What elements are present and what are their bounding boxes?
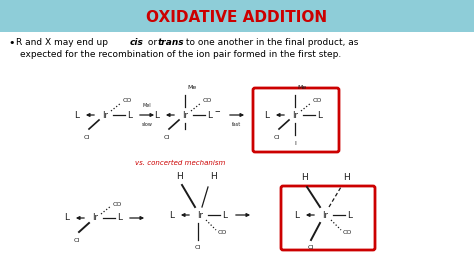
- Text: Cl: Cl: [74, 238, 80, 243]
- Text: L: L: [155, 110, 159, 119]
- Text: L: L: [294, 210, 300, 219]
- Text: or: or: [145, 38, 160, 47]
- Bar: [0, 0, 474, 32]
- Text: cis: cis: [130, 38, 144, 47]
- Text: L: L: [118, 214, 122, 222]
- Text: L: L: [208, 110, 212, 119]
- Text: H: H: [301, 173, 309, 182]
- Text: trans: trans: [158, 38, 185, 47]
- Text: CO: CO: [123, 98, 132, 102]
- Text: •: •: [8, 38, 15, 48]
- Text: L: L: [318, 110, 322, 119]
- Text: L: L: [64, 214, 70, 222]
- Text: L: L: [264, 110, 270, 119]
- Text: Cl: Cl: [308, 245, 314, 250]
- Text: Cl: Cl: [84, 135, 90, 140]
- Text: Cl: Cl: [164, 135, 170, 140]
- Text: Cl: Cl: [274, 135, 280, 140]
- Text: Ir: Ir: [197, 210, 203, 219]
- Text: L: L: [170, 210, 174, 219]
- Text: L: L: [128, 110, 133, 119]
- Text: H: H: [210, 172, 217, 181]
- Text: MeI: MeI: [143, 103, 151, 108]
- Text: CO: CO: [218, 231, 228, 235]
- Text: Me: Me: [187, 85, 196, 90]
- Text: OXIDATIVE ADDITION: OXIDATIVE ADDITION: [146, 10, 328, 24]
- Text: Ir: Ir: [182, 110, 188, 119]
- Text: Ir: Ir: [292, 110, 298, 119]
- Text: H: H: [177, 172, 183, 181]
- Text: H: H: [343, 173, 350, 182]
- Text: Me: Me: [297, 85, 306, 90]
- Text: L: L: [347, 210, 353, 219]
- Text: Cl: Cl: [195, 245, 201, 250]
- Text: L: L: [222, 210, 228, 219]
- Text: slow: slow: [142, 122, 153, 127]
- Text: Ir: Ir: [102, 110, 108, 119]
- Text: CO: CO: [113, 202, 122, 206]
- Text: expected for the recombination of the ion pair formed in the first step.: expected for the recombination of the io…: [20, 50, 341, 59]
- Text: I: I: [294, 141, 296, 146]
- Text: Ir: Ir: [322, 210, 328, 219]
- Text: CO: CO: [313, 98, 322, 102]
- Text: L: L: [74, 110, 80, 119]
- Text: CO: CO: [343, 231, 352, 235]
- Text: fast: fast: [232, 122, 242, 127]
- Text: vs. concerted mechanism: vs. concerted mechanism: [135, 160, 225, 166]
- Text: to one another in the final product, as: to one another in the final product, as: [183, 38, 358, 47]
- Text: R and X may end up: R and X may end up: [16, 38, 111, 47]
- Text: Ir: Ir: [92, 214, 98, 222]
- Text: –: –: [214, 106, 219, 116]
- Text: CO: CO: [203, 98, 212, 102]
